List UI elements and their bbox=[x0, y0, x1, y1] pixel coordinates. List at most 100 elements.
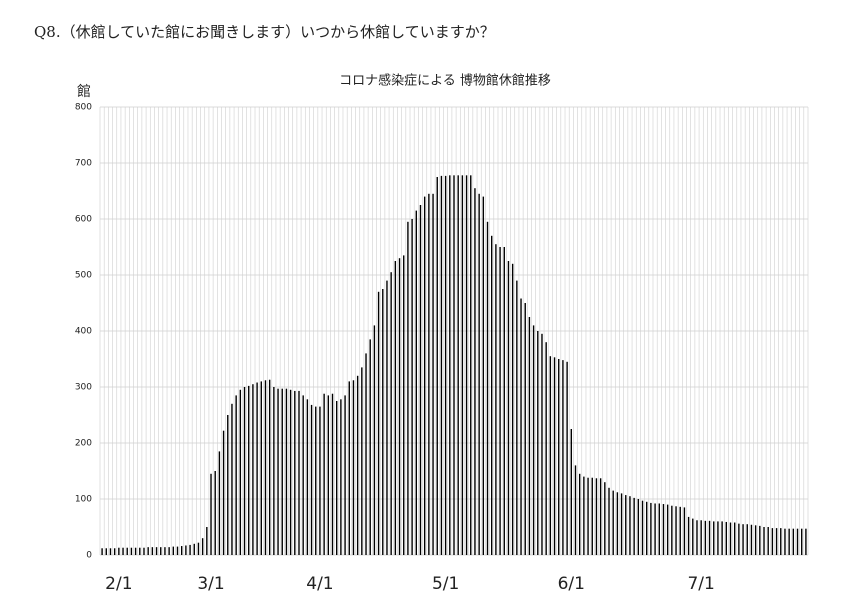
bar bbox=[231, 403, 233, 555]
bar bbox=[763, 527, 765, 555]
bar bbox=[449, 175, 451, 555]
bar bbox=[348, 381, 350, 555]
x-tick-label: 6/1 bbox=[558, 574, 585, 594]
bar bbox=[696, 520, 698, 555]
bar bbox=[599, 478, 602, 555]
bar bbox=[767, 527, 769, 555]
bar bbox=[210, 473, 212, 555]
x-tick-label: 7/1 bbox=[687, 574, 714, 594]
bar bbox=[172, 546, 175, 555]
bar bbox=[264, 380, 267, 555]
bar bbox=[637, 499, 640, 555]
bar bbox=[482, 196, 485, 555]
bar bbox=[352, 380, 355, 555]
bar bbox=[465, 175, 468, 555]
bar bbox=[759, 525, 761, 555]
bar bbox=[310, 404, 313, 555]
bar bbox=[185, 545, 187, 555]
bar bbox=[319, 406, 321, 555]
bar bbox=[386, 280, 388, 555]
bar bbox=[235, 395, 237, 555]
bar bbox=[428, 193, 430, 556]
bar bbox=[457, 175, 459, 555]
bar bbox=[277, 388, 279, 555]
bar bbox=[252, 384, 254, 555]
bar bbox=[666, 504, 669, 555]
x-tick-label: 3/1 bbox=[197, 574, 224, 594]
bar bbox=[273, 387, 275, 555]
bar bbox=[197, 542, 200, 555]
bar bbox=[436, 177, 438, 555]
bar bbox=[478, 193, 480, 556]
bar bbox=[160, 547, 162, 555]
bar bbox=[180, 546, 183, 555]
bar bbox=[549, 356, 552, 555]
bar bbox=[419, 205, 422, 555]
bar bbox=[675, 506, 677, 555]
bar bbox=[717, 521, 719, 555]
bar bbox=[189, 544, 191, 555]
bar bbox=[365, 353, 367, 555]
bar bbox=[201, 538, 204, 555]
bar bbox=[281, 388, 283, 555]
bar bbox=[256, 382, 258, 555]
bar bbox=[629, 496, 631, 555]
y-tick-label: 0 bbox=[86, 551, 92, 561]
bar bbox=[415, 210, 417, 555]
x-tick-label: 5/1 bbox=[432, 574, 459, 594]
bar bbox=[298, 390, 300, 555]
bar bbox=[683, 507, 686, 555]
bar bbox=[302, 395, 304, 555]
bar bbox=[738, 523, 740, 555]
bar bbox=[147, 547, 149, 555]
bar bbox=[398, 258, 401, 555]
bar bbox=[650, 502, 652, 555]
bar bbox=[625, 495, 627, 555]
bar bbox=[495, 244, 497, 555]
bar bbox=[524, 303, 526, 555]
bar bbox=[285, 388, 288, 555]
question: Q8.（休館していた館にお聞きします）いつから休館していますか？ bbox=[34, 23, 495, 41]
bar bbox=[390, 272, 392, 555]
bar bbox=[222, 430, 225, 555]
bar bbox=[570, 429, 573, 555]
bar bbox=[227, 415, 229, 555]
bar bbox=[499, 247, 501, 555]
bar bbox=[134, 547, 137, 555]
bar bbox=[315, 406, 317, 555]
bar bbox=[541, 333, 543, 555]
bar bbox=[373, 325, 376, 555]
y-tick-label: 400 bbox=[75, 327, 92, 337]
y-tick-label: 300 bbox=[75, 383, 92, 393]
bar bbox=[394, 261, 397, 555]
bar bbox=[407, 221, 409, 556]
bar bbox=[692, 518, 694, 555]
bar bbox=[537, 331, 539, 555]
bar bbox=[105, 548, 107, 555]
bar bbox=[440, 175, 443, 555]
bar bbox=[248, 385, 250, 555]
bar bbox=[511, 263, 514, 555]
bar bbox=[474, 188, 476, 555]
bar bbox=[591, 477, 593, 555]
bar bbox=[520, 298, 522, 555]
bar bbox=[620, 493, 623, 555]
bar bbox=[595, 478, 598, 555]
bar bbox=[646, 501, 648, 555]
bar bbox=[566, 361, 568, 555]
bar bbox=[553, 357, 556, 555]
y-axis-label: 館 bbox=[77, 83, 91, 100]
bar bbox=[122, 547, 124, 555]
bar bbox=[633, 497, 635, 555]
bar bbox=[662, 504, 665, 555]
bar bbox=[344, 395, 346, 555]
bar bbox=[193, 543, 195, 555]
bar bbox=[327, 395, 330, 555]
bar bbox=[574, 465, 577, 555]
bar bbox=[679, 506, 681, 555]
bar bbox=[671, 505, 673, 555]
bar bbox=[608, 487, 610, 555]
bar bbox=[361, 367, 363, 555]
bar bbox=[151, 547, 154, 555]
